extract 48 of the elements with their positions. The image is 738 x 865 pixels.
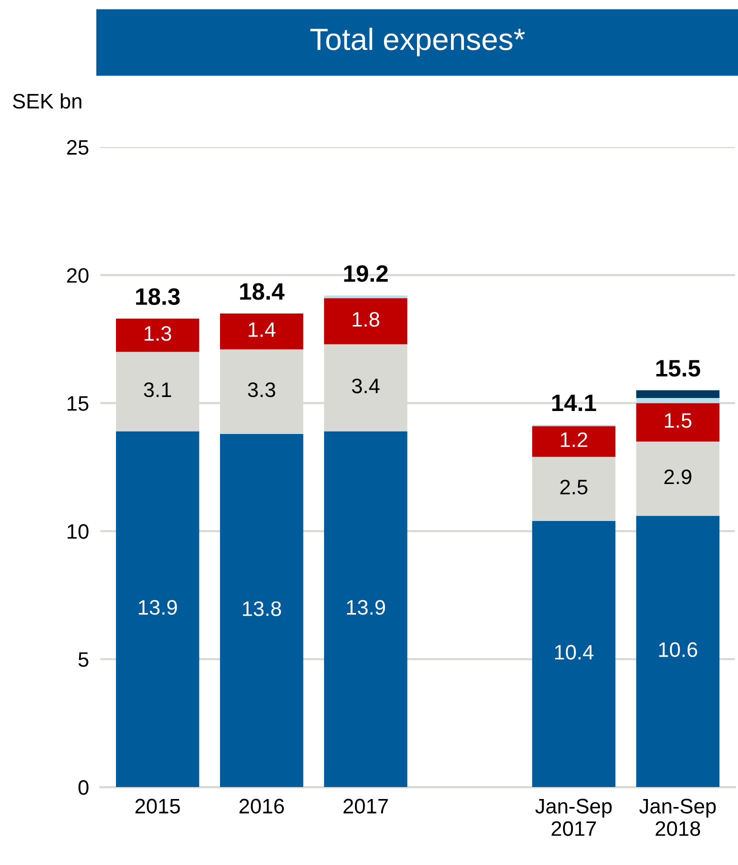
data-label: 2.9 bbox=[664, 469, 692, 484]
data-label: 1.3 bbox=[144, 326, 172, 341]
bar bbox=[324, 296, 408, 298]
data-label: 1.5 bbox=[664, 413, 692, 428]
y-tick-label: 15 bbox=[68, 396, 88, 411]
data-label: 1.4 bbox=[248, 322, 276, 337]
y-tick-label: 5 bbox=[78, 652, 88, 667]
bar bbox=[324, 431, 408, 788]
data-label: 10.6 bbox=[659, 642, 698, 658]
bar bbox=[636, 398, 720, 404]
data-label: 13.9 bbox=[347, 600, 385, 615]
total-label: 15.5 bbox=[656, 360, 700, 377]
bar bbox=[116, 431, 200, 788]
data-label: 3.4 bbox=[352, 378, 380, 394]
data-label: 13.9 bbox=[138, 600, 177, 615]
total-label: 14.1 bbox=[552, 394, 596, 411]
total-label: 18.4 bbox=[240, 283, 284, 300]
y-tick-label: 10 bbox=[68, 524, 88, 539]
bar bbox=[636, 441, 720, 516]
bar bbox=[116, 318, 200, 352]
bar bbox=[324, 298, 408, 344]
data-label: 1.8 bbox=[352, 312, 380, 327]
data-label: 3.1 bbox=[144, 382, 172, 398]
data-label: 2.5 bbox=[560, 480, 588, 494]
bar bbox=[532, 426, 616, 457]
data-label: 3.3 bbox=[248, 382, 276, 398]
data-label: 13.8 bbox=[242, 601, 282, 616]
bar bbox=[532, 456, 616, 521]
y-axis-title: SEK bn bbox=[12, 93, 82, 109]
x-tick-label: Jan-Sep 2018 bbox=[639, 798, 716, 836]
x-tick-label: 2017 bbox=[344, 798, 388, 814]
y-tick-label: 0 bbox=[78, 780, 88, 795]
data-label: 10.4 bbox=[555, 644, 594, 660]
y-tick-label: 20 bbox=[67, 268, 88, 283]
data-label: 1.2 bbox=[560, 432, 588, 447]
bar bbox=[220, 434, 304, 788]
bar bbox=[636, 516, 720, 788]
bar bbox=[636, 390, 720, 398]
total-label: 18.3 bbox=[136, 288, 180, 305]
x-tick-label: Jan-Sep 2017 bbox=[535, 798, 612, 836]
chart-title: Total expenses* bbox=[310, 28, 525, 56]
bar bbox=[220, 313, 304, 350]
x-tick-label: 2016 bbox=[240, 798, 284, 814]
y-tick-label: 25 bbox=[67, 140, 88, 155]
total-label: 19.2 bbox=[344, 265, 388, 282]
x-tick-label: 2015 bbox=[135, 798, 180, 814]
bar bbox=[532, 520, 616, 788]
bar bbox=[636, 403, 720, 442]
